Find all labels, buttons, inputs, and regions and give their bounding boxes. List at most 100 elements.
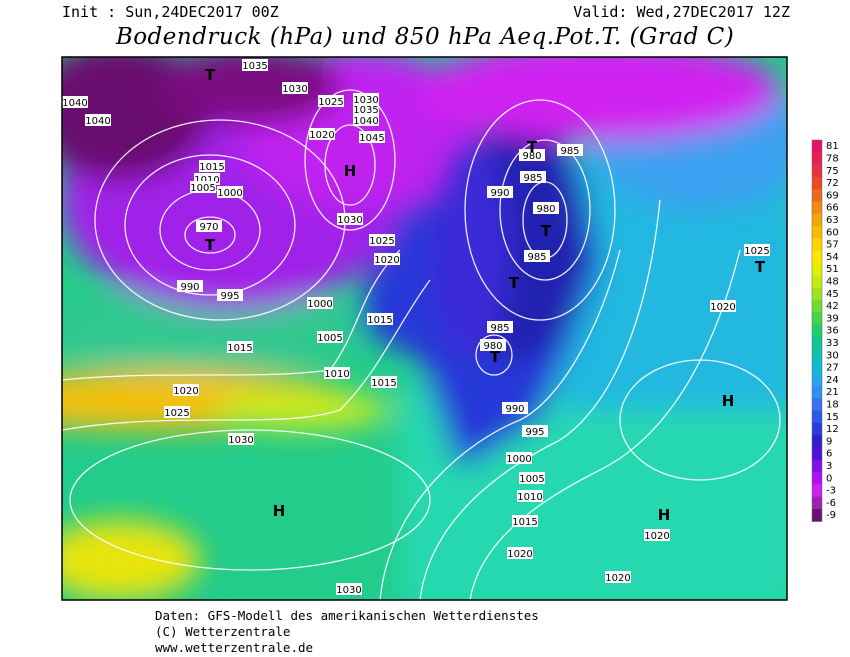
colorbar-label: 21 [826,387,839,398]
isobar-label-box [318,95,344,107]
isobar-label-box [605,571,631,583]
isobar-label: 1010 [517,492,542,503]
isobar-label-box [190,181,216,193]
pressure-center: H [658,506,671,524]
isobar-label-box [173,384,199,396]
isobar-label-box [317,331,343,343]
isobar-label: 1010 [324,369,349,380]
isobar-label: 1035 [353,105,378,116]
isobar-label-box [282,82,308,94]
isobar-label-box [85,114,111,126]
isobar-label-box [199,160,225,172]
pressure-center: T [205,236,216,254]
isobar-label-box [309,128,335,140]
colorbar-swatch [812,472,822,485]
isobar-label-box [480,339,506,351]
colorbar-label: 54 [826,252,839,263]
colorbar-swatch [812,509,822,522]
colorbar-swatch [812,386,822,399]
isobar-label-box [353,103,379,115]
colorbar-label: 66 [826,203,839,214]
isobar-label: 1020 [605,573,630,584]
colorbar-label: 0 [826,473,832,484]
isobar-label: 1030 [337,215,362,226]
colorbar-swatch [812,176,822,190]
pressure-center: H [722,392,735,410]
colorbar-label: 39 [826,313,839,324]
isobar-label: 985 [523,173,542,184]
isobar-label: 1000 [217,188,242,199]
colorbar-swatch [812,496,822,510]
colorbar-swatch [812,410,822,424]
pressure-center: T [490,348,501,366]
colorbar-swatch [812,263,822,276]
isobar-label: 1020 [507,549,532,560]
isobar-label-box [196,220,222,232]
colorbar-swatch [812,349,822,362]
colorbar-label: -3 [826,486,836,497]
isobar-label: 1020 [309,130,334,141]
isobar-label-box [353,93,379,105]
isobar-label: 1020 [374,255,399,266]
isobar-label: 1005 [317,333,342,344]
isobar-label-box [519,472,545,484]
isobar-label: 985 [527,252,546,263]
colorbar-swatch [812,459,822,473]
isobar-label: 1005 [190,183,215,194]
isobar-label-box [359,131,385,143]
colorbar-label: 72 [826,178,839,189]
colorbar-swatch [812,373,822,387]
isobar-label-box [307,297,333,309]
colorbar-label: 27 [826,363,839,374]
map-title: Bodendruck (hPa) und 850 hPa Aeq.Pot.T. … [115,24,734,50]
isobar-label-box [522,425,548,437]
isobar-label: 1030 [228,435,253,446]
isobar-label-box [227,341,253,353]
colorbar-label: 48 [826,276,839,287]
colorbar-swatch [812,213,822,227]
colorbar-label: 75 [826,166,839,177]
isobar-label: 1015 [512,517,537,528]
isobar-label-box [519,149,545,161]
isobar-label: 1025 [744,246,769,257]
colorbar-label: 12 [826,424,839,435]
isobar-label: 990 [490,188,509,199]
valid-time: Valid: Wed,27DEC2017 12Z [573,3,790,21]
colorbar-label: 69 [826,190,839,201]
isobar-label-box [487,321,513,333]
isobar-label-box [533,202,559,214]
isobar-label: 985 [560,146,579,157]
isobar-label-box [353,114,379,126]
isobar-label: 1025 [369,236,394,247]
isobar-label: 1040 [62,98,87,109]
isobar-label-box [644,529,670,541]
isobar-label: 1015 [199,162,224,173]
isobar-label-box [324,367,350,379]
isobar-label: 1020 [173,386,198,397]
isobar-label: 995 [525,427,544,438]
colorbar-label: 51 [826,264,839,275]
pressure-center: T [541,222,552,240]
pressure-center: T [205,66,216,84]
colorbar-swatch [812,324,822,338]
pressure-center: T [755,258,766,276]
isobar-label-box [62,96,88,108]
colorbar-swatch [812,312,822,325]
init-time: Init : Sun,24DEC2017 00Z [62,3,279,21]
isobar-label: 1000 [506,454,531,465]
colorbar-swatch [812,447,822,461]
isobar-label: 980 [522,151,541,162]
isobar-label: 1040 [85,116,110,127]
colorbar-swatch [812,398,822,412]
isobar-label: 1020 [644,531,669,542]
isobar-label: 1010 [194,175,219,186]
pressure-center: H [273,502,286,520]
isobar-label: 995 [220,291,239,302]
colorbar-swatch [812,484,822,498]
colorbar-swatch [812,152,822,166]
colorbar-label: 24 [826,375,839,386]
isobar-label-box [217,289,243,301]
colorbar-label: -6 [826,498,836,509]
isobar-label: 1020 [710,302,735,313]
